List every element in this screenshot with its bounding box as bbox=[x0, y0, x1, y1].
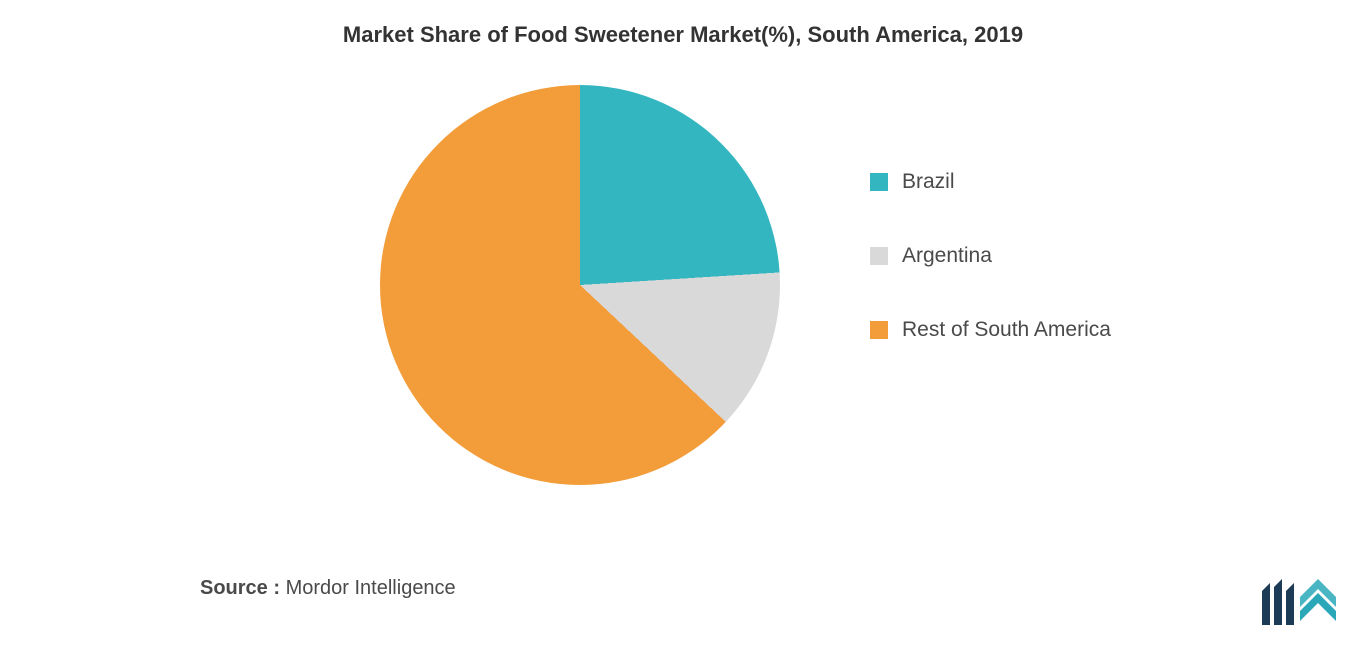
legend-swatch-argentina bbox=[870, 247, 888, 265]
source-value: Mordor Intelligence bbox=[286, 577, 456, 599]
mordor-logo-icon bbox=[1260, 577, 1338, 625]
source-attribution: Source : Mordor Intelligence bbox=[200, 577, 456, 600]
legend-label: Brazil bbox=[902, 170, 955, 194]
legend-item: Argentina bbox=[870, 244, 1111, 268]
source-label: Source : bbox=[200, 577, 280, 599]
legend-label: Rest of South America bbox=[902, 318, 1111, 342]
legend-swatch-brazil bbox=[870, 173, 888, 191]
legend: Brazil Argentina Rest of South America bbox=[870, 170, 1111, 342]
legend-swatch-rest bbox=[870, 321, 888, 339]
legend-label: Argentina bbox=[902, 244, 992, 268]
pie-chart bbox=[380, 85, 780, 485]
legend-item: Brazil bbox=[870, 170, 1111, 194]
pie-graphic bbox=[380, 85, 780, 485]
chart-title: Market Share of Food Sweetener Market(%)… bbox=[0, 22, 1366, 48]
legend-item: Rest of South America bbox=[870, 318, 1111, 342]
